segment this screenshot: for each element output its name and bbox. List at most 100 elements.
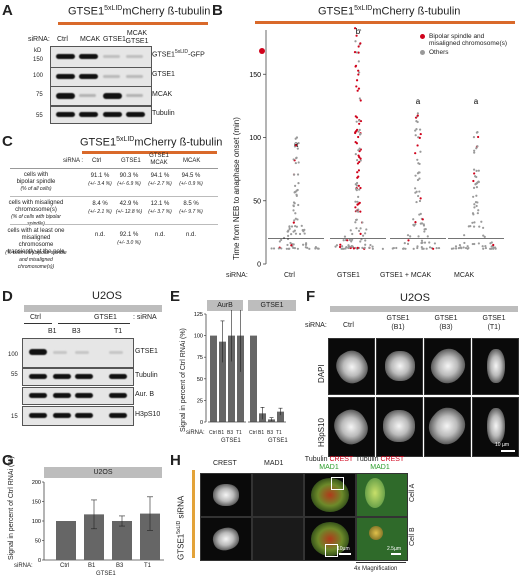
b-point: [302, 243, 305, 246]
b-point: [415, 200, 418, 204]
b-point: [416, 144, 419, 147]
b-point: [407, 239, 410, 242]
b-point: [357, 210, 360, 213]
b-ytick-label: 50: [253, 198, 261, 205]
b-point: [338, 245, 342, 249]
b-point: [297, 203, 300, 207]
b-point: [357, 135, 360, 139]
b-point: [416, 246, 419, 250]
micrograph-f-dapi-ctrl: [328, 338, 375, 395]
panel-a-kd: kD: [34, 48, 42, 54]
b-point: [477, 209, 480, 212]
b-point: [469, 225, 472, 228]
b-point: [478, 225, 481, 228]
b-point: [368, 246, 371, 249]
b-point: [356, 162, 360, 165]
b-point: [423, 230, 426, 233]
e-category-label: Ctrl: [249, 430, 257, 436]
b-point: [300, 224, 303, 227]
blot-a-label-mcak: MCAK: [152, 91, 173, 98]
b-point: [403, 241, 406, 245]
b-point: [355, 218, 358, 221]
panel-a-marker-75: 75: [36, 92, 43, 98]
b-point: [475, 204, 478, 208]
b-point: [355, 142, 359, 145]
panel-d-marker-15: 15: [11, 414, 18, 420]
b-point: [475, 147, 478, 150]
b-point: [357, 130, 360, 133]
b-point: [355, 120, 358, 123]
g-category-label: Ctrl: [60, 563, 70, 569]
panel-d-lane-t1: T1: [114, 328, 123, 335]
b-point: [355, 85, 358, 88]
b-point: [354, 115, 357, 118]
b-point: [473, 149, 476, 152]
b-point: [292, 209, 295, 212]
b-point: [342, 247, 345, 250]
b-point: [290, 233, 293, 236]
g-bar: [56, 521, 76, 560]
panel-f-title: U2OS: [400, 292, 430, 304]
b-point: [475, 169, 478, 173]
b-point: [477, 242, 480, 245]
b-point: [356, 89, 359, 92]
b-point: [476, 145, 479, 148]
b-point: [475, 194, 478, 197]
panel-g-group: GTSE1: [96, 571, 116, 577]
b-point: [466, 245, 469, 248]
b-point: [270, 247, 273, 250]
panel-f-row-dapi: DAPI: [317, 364, 326, 383]
b-point: [290, 244, 293, 247]
b-point: [416, 178, 420, 182]
blot-d-label-gtse1: GTSE1: [135, 348, 158, 355]
b-point: [354, 153, 357, 156]
b-point: [294, 144, 298, 147]
b-point: [349, 229, 352, 232]
b-point: [421, 218, 424, 221]
g-category-label: B1: [88, 563, 96, 569]
b-point: [358, 71, 361, 74]
panel-b-legend: Bipolar spindle and misaligned chromosom…: [420, 33, 516, 56]
scalebar-h2-label: 2.5µm: [387, 546, 401, 552]
panel-c-value: 8.4 %: [92, 201, 108, 207]
b-point: [472, 225, 476, 228]
b-point: [474, 175, 477, 178]
b-point: [359, 159, 362, 162]
b-point: [418, 199, 422, 203]
b-point: [296, 188, 299, 192]
b-point: [358, 119, 361, 122]
b-point: [414, 129, 417, 132]
b-point: [381, 247, 384, 250]
b-point: [477, 180, 480, 183]
b-point: [454, 245, 458, 248]
panel-e-chart: 0 25 50 75 100 125: [194, 310, 286, 426]
e-ytick-label: 25: [197, 398, 203, 404]
legend-item-misaligned: Bipolar spindle and misaligned chromosom…: [420, 33, 516, 47]
panel-b-cat-gtse1: GTSE1: [337, 272, 360, 279]
panel-c-value: 91.1 %: [90, 173, 110, 179]
micrograph-h-merge-a: [304, 473, 356, 517]
b-point: [412, 247, 415, 250]
b-point: [406, 242, 410, 245]
panel-label-c: C: [2, 133, 13, 150]
b-point: [472, 195, 475, 198]
panel-b-orange-bar: [255, 21, 515, 24]
b-point: [358, 201, 361, 204]
b-point: [416, 114, 419, 117]
b-point: [287, 234, 290, 237]
panel-d-lane-b3: B3: [72, 328, 81, 335]
panel-h-row-cell-b: Cell B: [409, 527, 416, 546]
b-point: [419, 132, 422, 136]
panel-c-sirna-label: siRNA :: [63, 158, 84, 164]
b-ytick-label: 0: [257, 262, 261, 269]
b-point: [354, 64, 358, 67]
panel-c-value: n.d.: [154, 232, 165, 238]
legend-item-others: Others: [420, 49, 516, 56]
b-point: [355, 227, 358, 230]
b-point: [354, 187, 358, 191]
b-point: [481, 245, 484, 248]
b-point: [306, 246, 309, 249]
b-point: [419, 128, 422, 131]
b-point: [473, 151, 476, 154]
e-category-label: T1: [276, 430, 282, 436]
